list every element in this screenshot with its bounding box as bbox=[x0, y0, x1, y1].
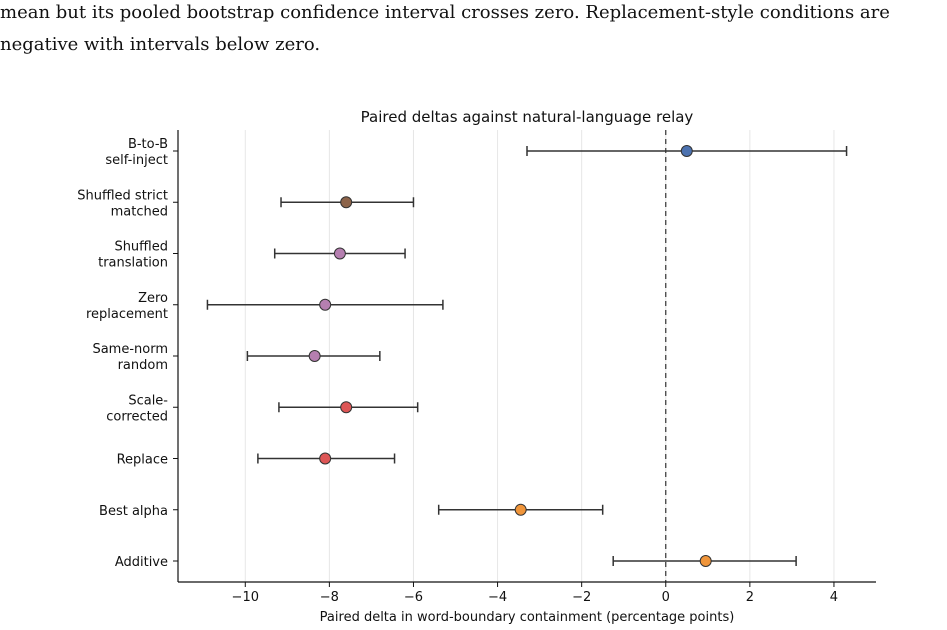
y-tick-label: random bbox=[118, 358, 168, 373]
x-ticks: −10 −8 −6 −4 −2 0 2 4 bbox=[232, 582, 838, 605]
y-tick-label: self-inject bbox=[105, 153, 168, 168]
point-estimate bbox=[340, 401, 353, 414]
y-tick-label: translation bbox=[98, 256, 168, 271]
x-tick-label: 2 bbox=[746, 590, 754, 605]
y-tick-label: Shuffled bbox=[114, 240, 168, 255]
y-tick-label: Replace bbox=[117, 453, 168, 468]
y-tick-label: matched bbox=[111, 204, 168, 219]
point-estimate bbox=[319, 298, 332, 311]
y-tick-label: Additive bbox=[115, 555, 168, 570]
y-tick-label: B-to-B bbox=[128, 137, 168, 152]
y-tick-label: Shuffled strict bbox=[77, 188, 168, 203]
y-tick-label: Scale- bbox=[128, 393, 168, 408]
x-tick-label: −6 bbox=[404, 590, 423, 605]
y-tick-label: corrected bbox=[106, 409, 168, 424]
point-estimate bbox=[333, 247, 346, 260]
x-tick-label: −8 bbox=[320, 590, 339, 605]
data-marks bbox=[206, 145, 848, 567]
x-tick-label: −4 bbox=[488, 590, 507, 605]
y-tick-label: replacement bbox=[86, 307, 168, 322]
point-estimate bbox=[680, 145, 693, 157]
y-tick-label: Best alpha bbox=[99, 504, 168, 519]
x-tick-label: −10 bbox=[232, 590, 259, 605]
y-tick-label: Zero bbox=[138, 291, 168, 306]
x-tick-label: −2 bbox=[572, 590, 591, 605]
point-estimate bbox=[699, 555, 712, 567]
point-estimate bbox=[308, 350, 321, 362]
x-tick-label: 4 bbox=[830, 590, 838, 605]
point-estimate bbox=[514, 503, 527, 516]
x-axis-label: Paired delta in word-boundary containmen… bbox=[320, 610, 735, 625]
y-tick-label: Same-norm bbox=[92, 342, 168, 357]
chart-title: Paired deltas against natural-language r… bbox=[361, 108, 694, 126]
caption-line-2: negative with intervals below zero. bbox=[0, 34, 321, 55]
caption-line-1: mean but its pooled bootstrap confidence… bbox=[0, 2, 890, 23]
point-estimate bbox=[340, 196, 353, 209]
x-tick-label: 0 bbox=[662, 590, 670, 605]
point-estimate bbox=[319, 452, 332, 465]
